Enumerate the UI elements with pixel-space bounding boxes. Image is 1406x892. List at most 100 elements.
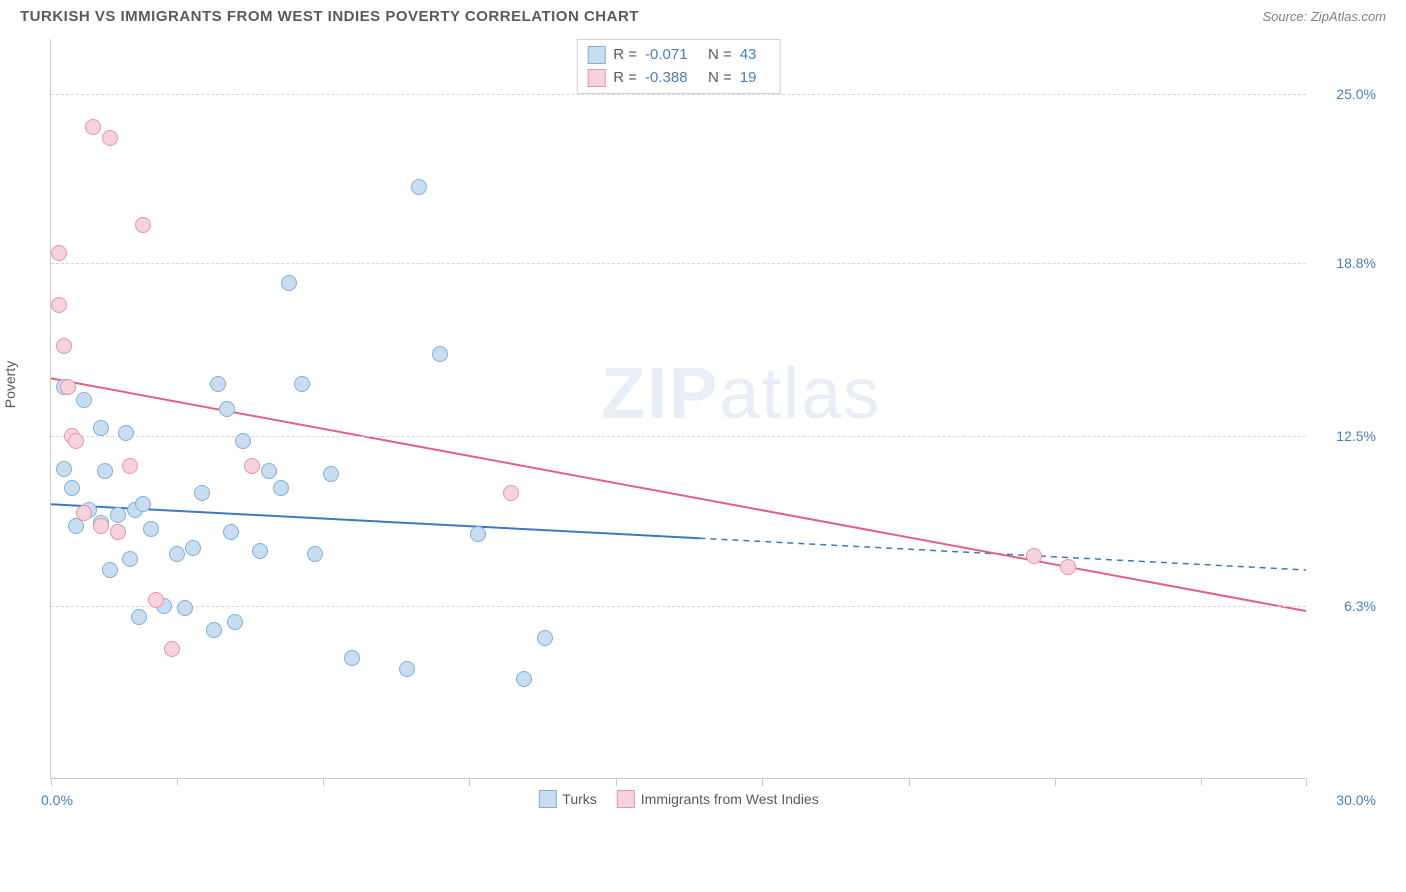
legend-swatch [587,69,605,87]
stats-row: R = -0.071 N = 43 [587,44,770,67]
data-point [143,521,159,537]
x-max-label: 30.0% [1336,792,1376,808]
stats-legend: R = -0.071 N = 43 R = -0.388 N = 19 [576,39,781,94]
x-tick [616,778,617,786]
data-point [206,622,222,638]
data-point [281,275,297,291]
x-tick [1055,778,1056,786]
data-point [344,650,360,666]
data-point [194,485,210,501]
data-point [223,524,239,540]
data-point [60,379,76,395]
legend-swatch [538,790,556,808]
data-point [503,485,519,501]
data-point [261,463,277,479]
data-point [399,661,415,677]
legend-item: Turks [538,790,596,808]
trend-line-solid [51,378,1306,611]
plot-area: ZIPatlas R =-0.071N =43R =-0.388N =19 0.… [50,39,1306,779]
source-attribution: Source: ZipAtlas.com [1262,9,1386,24]
data-point [169,546,185,562]
legend-label: Turks [562,791,596,807]
data-point [76,505,92,521]
data-point [122,551,138,567]
x-tick [323,778,324,786]
data-point [307,546,323,562]
data-point [110,507,126,523]
data-point [135,496,151,512]
data-point [210,376,226,392]
data-point [56,338,72,354]
series-legend: Turks Immigrants from West Indies [538,790,818,808]
legend-label: Immigrants from West Indies [641,791,819,807]
data-point [51,245,67,261]
x-tick [177,778,178,786]
gridline [51,606,1306,607]
y-tick-label: 18.8% [1316,255,1376,271]
data-point [56,461,72,477]
x-tick [1306,778,1307,786]
r-label: R = [613,44,637,67]
data-point [432,346,448,362]
data-point [93,518,109,534]
y-tick-label: 25.0% [1316,86,1376,102]
data-point [273,480,289,496]
data-point [102,562,118,578]
n-label: N = [708,44,732,67]
data-point [323,466,339,482]
data-point [537,630,553,646]
data-point [93,420,109,436]
x-tick [469,778,470,786]
x-tick [1201,778,1202,786]
trend-lines [51,39,1306,778]
r-value: -0.071 [645,44,700,67]
x-tick [51,778,52,786]
x-origin-label: 0.0% [41,792,73,808]
r-label: R = [613,67,637,90]
chart-title: TURKISH VS IMMIGRANTS FROM WEST INDIES P… [20,8,639,25]
data-point [68,518,84,534]
data-point [411,179,427,195]
data-point [164,641,180,657]
data-point [131,609,147,625]
data-point [252,543,268,559]
data-point [110,524,126,540]
legend-swatch [617,790,635,808]
data-point [76,392,92,408]
data-point [51,297,67,313]
data-point [516,671,532,687]
x-tick [909,778,910,786]
n-label: N = [708,67,732,90]
data-point [85,119,101,135]
gridline [51,263,1306,264]
data-point [177,600,193,616]
legend-swatch [587,46,605,64]
data-point [235,433,251,449]
data-point [148,592,164,608]
data-point [470,526,486,542]
data-point [1060,559,1076,575]
data-point [219,401,235,417]
legend-item: Immigrants from West Indies [617,790,819,808]
data-point [97,463,113,479]
y-tick-label: 6.3% [1316,598,1376,614]
data-point [227,614,243,630]
n-value: 43 [740,44,770,67]
y-axis-title: Poverty [2,361,18,408]
data-point [1026,548,1042,564]
data-point [122,458,138,474]
data-point [118,425,134,441]
chart-container: Poverty ZIPatlas R =-0.071N =43R =-0.388… [50,29,1386,819]
data-point [135,217,151,233]
y-tick-label: 12.5% [1316,428,1376,444]
data-point [294,376,310,392]
data-point [102,130,118,146]
stats-row: R = -0.388 N = 19 [587,67,770,90]
x-tick [762,778,763,786]
data-point [185,540,201,556]
r-value: -0.388 [645,67,700,90]
data-point [64,480,80,496]
n-value: 19 [740,67,770,90]
data-point [244,458,260,474]
data-point [68,433,84,449]
